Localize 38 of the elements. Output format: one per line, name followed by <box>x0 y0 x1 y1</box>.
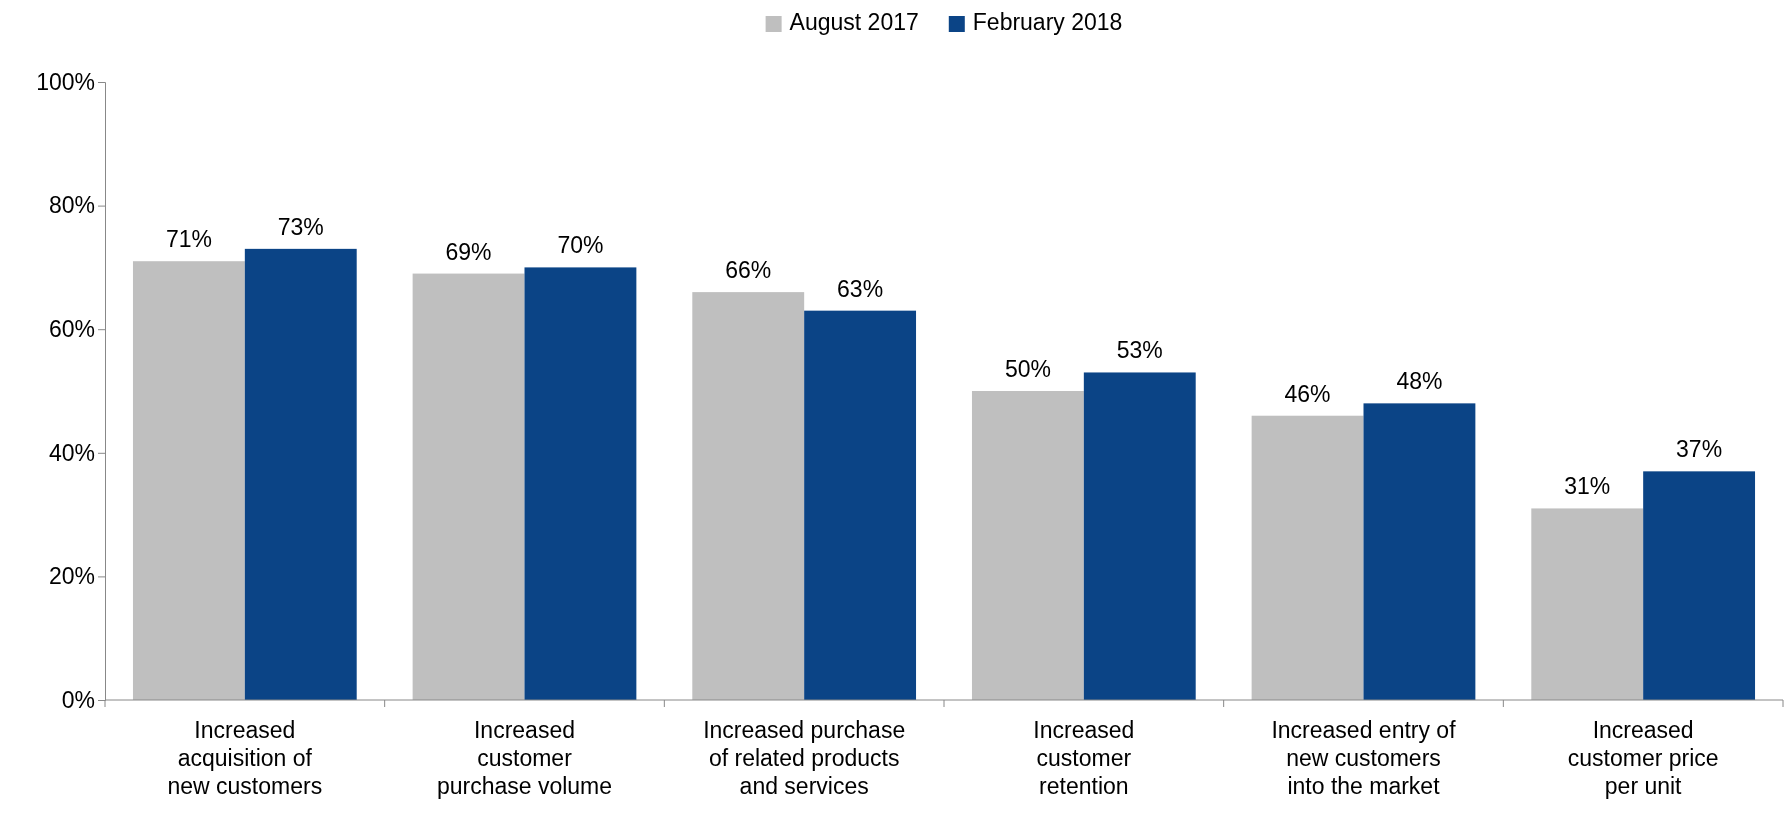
bar <box>1531 508 1644 700</box>
bar <box>412 273 525 700</box>
y-tick-label: 100% <box>36 68 95 95</box>
text: 37% <box>1676 436 1723 463</box>
bar <box>804 310 917 700</box>
y-tick-label: 40% <box>48 439 95 466</box>
bar <box>1083 372 1196 700</box>
text: 31% <box>1564 473 1611 500</box>
bar <box>524 267 637 700</box>
text: 66% <box>725 257 772 284</box>
text: 73% <box>277 213 324 240</box>
bar <box>1643 471 1756 700</box>
y-tick-label: 80% <box>48 192 95 219</box>
x-tick-label: Increased customer retention <box>1033 717 1135 799</box>
y-tick-label: 0% <box>61 686 95 713</box>
text: 63% <box>837 275 884 302</box>
text: 48% <box>1396 368 1443 395</box>
bar <box>1363 403 1476 700</box>
y-tick-label: 20% <box>48 563 95 590</box>
x-tick-label: Increased entry of new customers into the market <box>1271 717 1457 799</box>
legend-label: August 2017 <box>789 9 919 35</box>
text: 53% <box>1116 337 1163 364</box>
x-tick-label: Increased acquisition of new customers <box>167 717 323 799</box>
text: 46% <box>1284 380 1331 407</box>
bar <box>244 248 357 700</box>
text: 69% <box>445 238 492 265</box>
y-tick-label: 60% <box>48 316 95 343</box>
bar <box>1251 415 1364 700</box>
text: 50% <box>1004 356 1051 382</box>
text: 70% <box>557 232 604 259</box>
x-tick-label: Increased purchase of related products and services <box>703 717 906 799</box>
bar <box>971 391 1084 700</box>
bar <box>132 261 245 700</box>
bar <box>692 292 805 700</box>
text: 71% <box>165 226 212 253</box>
x-tick-label: Increased customer purchase volume <box>436 717 613 799</box>
legend-label: February 2018 <box>972 9 1123 35</box>
x-tick-label: Increased customer price per unit <box>1567 717 1719 799</box>
